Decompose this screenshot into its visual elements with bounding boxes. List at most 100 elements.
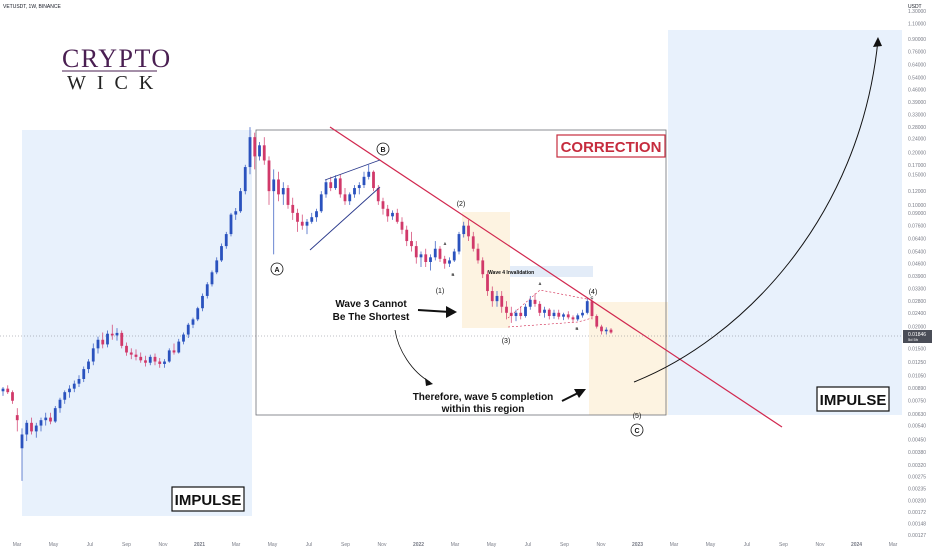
y-tick-label: 0.00148 bbox=[908, 521, 926, 527]
y-tick-label: 0.01250 bbox=[908, 360, 926, 366]
candle-body bbox=[338, 178, 342, 195]
wave-b-circle bbox=[376, 142, 390, 156]
candle-body bbox=[139, 356, 143, 361]
y-tick-label: 0.02000 bbox=[908, 325, 926, 331]
candle-body bbox=[281, 188, 285, 195]
y-tick-label: 0.12000 bbox=[908, 189, 926, 195]
candle-body bbox=[215, 260, 219, 273]
y-tick-label: 0.17000 bbox=[908, 163, 926, 169]
x-tick-label: Mar bbox=[232, 542, 241, 548]
x-tick-label: Nov bbox=[597, 542, 606, 548]
x-tick-label: Mar bbox=[13, 542, 22, 548]
candle-body bbox=[148, 356, 152, 363]
candle-body bbox=[519, 312, 523, 317]
sub-a-label: A bbox=[444, 241, 447, 246]
candle-body bbox=[457, 234, 461, 252]
impulse-zone-right bbox=[668, 30, 902, 415]
wave5-note-line2: within this region bbox=[441, 404, 525, 415]
candle-body bbox=[343, 194, 347, 202]
candle-body bbox=[72, 383, 76, 389]
candle-body bbox=[44, 417, 48, 421]
candle-body bbox=[106, 333, 109, 345]
x-tick-label: Nov bbox=[378, 542, 387, 548]
candle-body bbox=[547, 309, 551, 317]
candle-body bbox=[443, 258, 447, 264]
wedge-upper-line bbox=[324, 159, 381, 181]
x-tick-label: 2023 bbox=[632, 542, 643, 548]
candle-body bbox=[291, 204, 295, 213]
triangle-b-label: B bbox=[576, 326, 579, 331]
candle-body bbox=[581, 312, 584, 316]
candle-body bbox=[172, 350, 176, 353]
current-price-sublabel: 5d 5h bbox=[908, 337, 918, 342]
correction-trendline bbox=[329, 126, 783, 428]
wave3-arrow bbox=[417, 309, 451, 313]
x-tick-label: Sep bbox=[122, 542, 131, 548]
y-tick-label: 0.03300 bbox=[908, 287, 926, 293]
y-tick-label: 0.24000 bbox=[908, 137, 926, 143]
candle-body bbox=[590, 301, 594, 317]
candle-body bbox=[429, 257, 432, 262]
triangle-a-label: A bbox=[539, 281, 542, 286]
candle-body bbox=[129, 352, 133, 355]
y-tick-label: 0.54000 bbox=[908, 75, 926, 81]
candle-body bbox=[163, 361, 166, 364]
candle-body bbox=[120, 332, 124, 346]
curved-arrowhead bbox=[425, 378, 433, 386]
y-tick-label: 0.07600 bbox=[908, 224, 926, 230]
y-tick-label: 0.06400 bbox=[908, 237, 926, 243]
candle-body bbox=[115, 332, 119, 336]
projection-curve bbox=[633, 39, 879, 383]
candle-body bbox=[49, 417, 52, 422]
candle-body bbox=[433, 248, 437, 258]
candle-body bbox=[167, 350, 171, 362]
x-tick-label: Jul bbox=[306, 542, 312, 548]
candle-body bbox=[101, 339, 105, 345]
candle-body bbox=[329, 182, 333, 189]
x-axis: Mar May Jul Sep Nov 2021 Mar May Jul Sep Nov 2022 Ma… bbox=[13, 542, 898, 548]
x-tick-label: May bbox=[49, 542, 59, 548]
candle-body bbox=[258, 145, 261, 157]
candle-body bbox=[262, 145, 266, 161]
y-tick-label: 0.00890 bbox=[908, 386, 926, 392]
candle-body bbox=[362, 176, 366, 186]
candle-body bbox=[315, 211, 318, 218]
candle-body bbox=[177, 341, 181, 353]
candle-body bbox=[34, 425, 38, 432]
candle-body bbox=[205, 284, 209, 296]
candle-body bbox=[319, 194, 323, 212]
candle-body bbox=[11, 392, 14, 401]
impulse-right-label: IMPULSE bbox=[820, 392, 887, 409]
candle-body bbox=[571, 317, 575, 320]
currency-label: USDT bbox=[908, 4, 922, 10]
candle-body bbox=[405, 229, 409, 242]
candle-body bbox=[448, 260, 451, 264]
projection-arrowhead bbox=[873, 37, 882, 47]
logo-line1: CRYPTO bbox=[62, 44, 172, 73]
candle-body bbox=[210, 272, 214, 285]
candle-body bbox=[144, 360, 147, 363]
y-tick-label: 0.00127 bbox=[908, 533, 926, 539]
candle-body bbox=[386, 208, 390, 217]
candle-body bbox=[6, 388, 10, 393]
candle-body bbox=[248, 137, 252, 168]
wave5-label: (5) bbox=[633, 413, 642, 420]
candle-body bbox=[348, 194, 352, 202]
candle-body bbox=[243, 167, 247, 192]
candle-body bbox=[125, 345, 128, 353]
candle-body bbox=[77, 378, 81, 384]
x-tick-label: Mar bbox=[889, 542, 898, 548]
wave-b-label: B bbox=[380, 147, 385, 154]
candle-body bbox=[505, 306, 508, 313]
x-tick-label: 2021 bbox=[194, 542, 205, 548]
candle-body bbox=[96, 339, 100, 349]
candle-body bbox=[357, 185, 361, 189]
y-tick-label: 0.04600 bbox=[908, 262, 926, 268]
wave4-label: (4) bbox=[589, 289, 598, 296]
candle-body bbox=[376, 188, 380, 202]
candle-body bbox=[353, 188, 356, 195]
candle-body bbox=[267, 160, 271, 192]
y-tick-label: 0.02400 bbox=[908, 311, 926, 317]
y-tick-label: 0.09000 bbox=[908, 211, 926, 217]
